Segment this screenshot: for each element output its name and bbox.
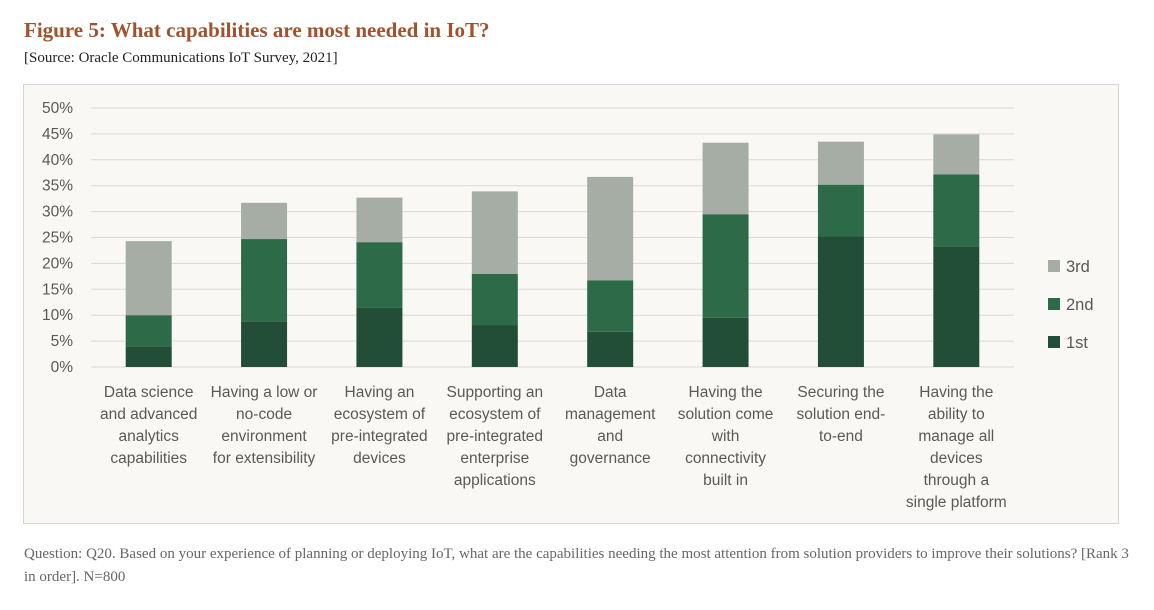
y-tick-label: 10% xyxy=(42,307,73,324)
y-tick-label: 45% xyxy=(42,126,73,143)
figure-source: [Source: Oracle Communications IoT Surve… xyxy=(24,50,338,66)
x-category-label: applications xyxy=(454,472,536,489)
bar-segment-1st xyxy=(702,317,749,367)
x-category-label: and xyxy=(597,428,623,445)
x-category-label: ecosystem of xyxy=(449,406,541,423)
bar-segment-2nd xyxy=(356,242,403,308)
x-category-label: Having a low or xyxy=(211,384,318,401)
x-category-label: Having an xyxy=(345,384,415,401)
bar-segment-1st xyxy=(356,307,403,367)
legend-swatch-1st xyxy=(1048,336,1060,348)
bar-segment-1st xyxy=(125,346,172,367)
y-tick-label: 20% xyxy=(42,255,73,272)
stacked-bar-chart: 0% 5% 10% 15% 20% 25% 30% 35% 40% 45% 50% Data scie… xyxy=(42,100,1094,511)
bar-segment-2nd xyxy=(702,214,749,318)
y-tick-label: 30% xyxy=(42,204,73,221)
x-category-label: Having the xyxy=(689,384,763,401)
x-category-label: solution come xyxy=(678,406,774,423)
bar-segment-3rd xyxy=(125,241,172,316)
x-category-label: built in xyxy=(703,472,748,489)
y-tick-label: 15% xyxy=(42,281,73,298)
x-category-label: for extensibility xyxy=(213,450,316,467)
x-category-label: Having the xyxy=(919,384,993,401)
y-tick-label: 35% xyxy=(42,178,73,195)
x-category-label: enterprise xyxy=(460,450,529,467)
bar-segment-3rd xyxy=(817,141,864,185)
x-category-label: analytics xyxy=(119,428,180,445)
bar-segment-3rd xyxy=(471,191,518,274)
x-category-label: Securing the xyxy=(797,384,884,401)
bar-segment-3rd xyxy=(702,142,749,215)
legend-label-1st: 1st xyxy=(1066,334,1088,352)
bar-segment-3rd xyxy=(356,197,403,243)
x-category-label: devices xyxy=(930,450,983,467)
bar-segment-1st xyxy=(587,331,634,367)
x-category-label: Data xyxy=(594,384,627,401)
bar-segment-2nd xyxy=(817,184,864,237)
bar-segment-2nd xyxy=(471,273,518,326)
x-category-label: and advanced xyxy=(100,406,197,423)
x-category-label: pre-integrated xyxy=(331,428,428,445)
bar-segment-1st xyxy=(471,325,518,367)
y-tick-label: 0% xyxy=(51,359,74,376)
bar-segment-2nd xyxy=(125,315,172,347)
x-category-label: connectivity xyxy=(685,450,766,467)
chart-area: 0% 5% 10% 15% 20% 25% 30% 35% 40% 45% 50% Data scie… xyxy=(23,84,1119,524)
x-category-label: Supporting an xyxy=(447,384,544,401)
x-category-label: with xyxy=(711,428,740,445)
x-category-label: no-code xyxy=(236,406,292,423)
x-category-label: management xyxy=(565,406,656,423)
x-category-label: capabilities xyxy=(110,450,187,467)
y-tick-label: 25% xyxy=(42,230,73,247)
bar-segment-1st xyxy=(241,321,288,367)
x-category-label: Data science xyxy=(104,384,194,401)
y-tick-label: 40% xyxy=(42,152,73,169)
bar-segment-2nd xyxy=(241,239,288,322)
figure-title: Figure 5: What capabilities are most nee… xyxy=(24,18,490,42)
bar-segment-3rd xyxy=(587,176,634,281)
y-tick-label: 5% xyxy=(51,333,74,350)
y-tick-label: 50% xyxy=(42,100,73,117)
bar-segment-2nd xyxy=(587,280,634,332)
legend-label-2nd: 2nd xyxy=(1066,296,1094,314)
legend-swatch-3rd xyxy=(1048,260,1060,272)
x-category-label: devices xyxy=(353,450,406,467)
x-category-label: governance xyxy=(570,450,651,467)
x-category-label: ecosystem of xyxy=(334,406,426,423)
legend-label-3rd: 3rd xyxy=(1066,258,1090,276)
x-category-label: solution end- xyxy=(797,406,886,423)
bar-segment-2nd xyxy=(933,174,980,247)
x-category-label: single platform xyxy=(906,494,1007,511)
legend-swatch-2nd xyxy=(1048,298,1060,310)
x-category-label: ability to xyxy=(928,406,985,423)
bar-segment-3rd xyxy=(933,134,980,175)
x-category-label: through a xyxy=(924,472,990,489)
x-category-label: pre-integrated xyxy=(447,428,544,445)
bar-segment-1st xyxy=(933,246,980,367)
bar-segment-1st xyxy=(817,236,864,367)
x-category-label: environment xyxy=(221,428,307,445)
bar-segment-3rd xyxy=(241,202,288,240)
survey-question-note: Question: Q20. Based on your experience … xyxy=(24,546,1129,585)
x-category-label: to-end xyxy=(819,428,863,445)
x-category-label: manage all xyxy=(918,428,994,445)
